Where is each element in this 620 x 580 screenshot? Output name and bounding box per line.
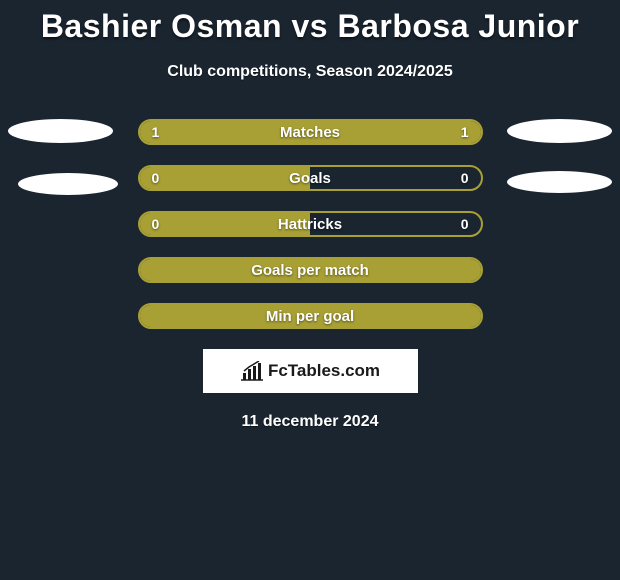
stat-label: Min per goal: [266, 308, 354, 325]
player-oval-left-2: [18, 173, 118, 195]
stat-row-matches: 1 Matches 1: [138, 119, 483, 145]
page-subtitle: Club competitions, Season 2024/2025: [0, 63, 620, 81]
page-title: Bashier Osman vs Barbosa Junior: [0, 8, 620, 45]
player-oval-right-1: [507, 119, 612, 143]
stats-area: 1 Matches 1 0 Goals 0 0 Hattricks 0 Goal…: [0, 119, 620, 431]
stat-value-right: 1: [461, 124, 469, 140]
date-label: 11 december 2024: [0, 413, 620, 431]
stat-value-left: 1: [152, 124, 160, 140]
stat-row-min-per-goal: Min per goal: [138, 303, 483, 329]
stat-row-goals-per-match: Goals per match: [138, 257, 483, 283]
player-oval-left-1: [8, 119, 113, 143]
stat-label: Hattricks: [278, 216, 342, 233]
stat-row-goals: 0 Goals 0: [138, 165, 483, 191]
stat-value-left: 0: [152, 216, 160, 232]
bar-chart-icon: [240, 361, 264, 381]
stat-label: Goals per match: [251, 262, 369, 279]
logo-box: FcTables.com: [203, 349, 418, 393]
logo-text: FcTables.com: [268, 361, 380, 381]
page-container: Bashier Osman vs Barbosa Junior Club com…: [0, 0, 620, 431]
stat-row-hattricks: 0 Hattricks 0: [138, 211, 483, 237]
player-oval-right-2: [507, 171, 612, 193]
stat-label: Goals: [289, 170, 331, 187]
stat-value-right: 0: [461, 216, 469, 232]
stat-value-left: 0: [152, 170, 160, 186]
stat-value-right: 0: [461, 170, 469, 186]
stat-fill: [140, 167, 311, 189]
stat-label: Matches: [280, 124, 340, 141]
